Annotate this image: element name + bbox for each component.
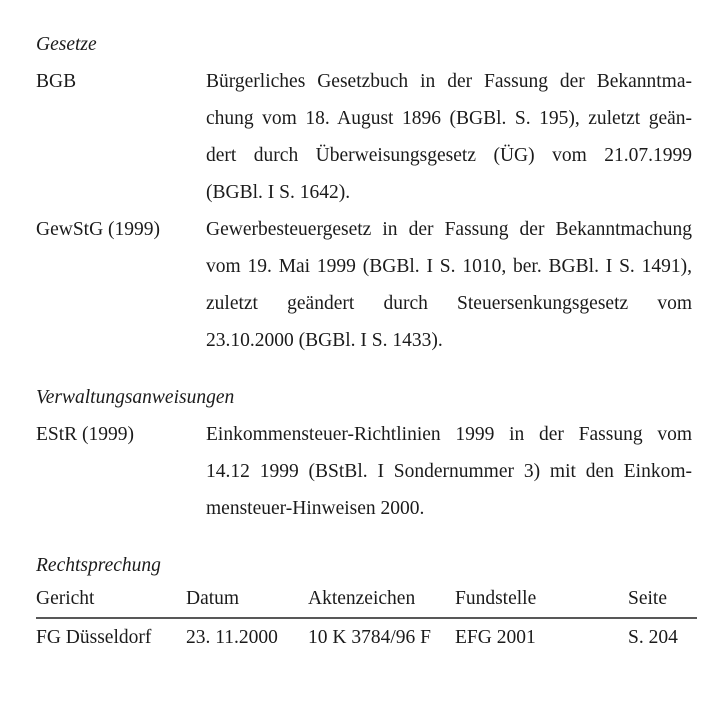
entry-label: BGB [36, 71, 77, 92]
entry-label: EStR (1999) [36, 424, 135, 445]
entry-description-line: Gewerbesteuergesetz in der Fassung der B… [206, 219, 692, 240]
entry-description-line: Einkommensteuer-Richtlinien 1999 in der … [206, 424, 692, 445]
table-cell: 10 K 3784/96 F [308, 627, 431, 648]
entry-description-line: zuletzt geändert durch Steuersenkungsges… [206, 293, 692, 314]
table-column-header: Datum [186, 584, 308, 619]
entry-description-line: 23.10.2000 (BGBl. I S. 1433). [206, 330, 443, 351]
entry-description-line: dert durch Überweisungsgesetz (ÜG) vom 2… [206, 145, 692, 166]
table-column-header: Seite [628, 584, 697, 619]
table-cell: 23. 11.2000 [186, 627, 278, 648]
table-column-header: Fundstelle [455, 584, 628, 619]
entry-description: Einkommensteuer-Richtlinien 1999 in der … [206, 416, 692, 527]
entry-description-line: mensteuer-Hinweisen 2000. [206, 498, 425, 519]
entry-label: GewStG (1999) [36, 219, 161, 240]
abbreviation-sections: Gesetze BGB Bürgerliches Gesetzbuch in der… [36, 26, 697, 527]
table-body: FG Düsseldorf 23. 11.2000 10 K 3784/96 F EF… [36, 618, 697, 649]
table-cell: FG Düsseldorf [36, 627, 152, 648]
entry-description-line: Bürgerliches Gesetzbuch in der Fassung d… [206, 71, 692, 92]
table-column-header: Gericht [36, 584, 186, 619]
entry-description-line: 14.12 1999 (BStBl. I Sondernummer 3) mit… [206, 461, 692, 482]
entry: BGB Bürgerliches Gesetzbuch in der Fassun… [36, 63, 697, 211]
case-law-heading: Rechtsprechung [36, 555, 161, 576]
entry: GewStG (1999) Gewerbesteuergesetz in der … [36, 211, 697, 359]
entry-description: Bürgerliches Gesetzbuch in der Fassung d… [206, 63, 692, 211]
table-cell: S. 204 [628, 627, 678, 648]
entry-description-line: (BGBl. I S. 1642). [206, 182, 351, 203]
section: Verwaltungsanweisungen EStR (1999) Einkomm… [36, 379, 697, 527]
entry-description: Gewerbesteuergesetz in der Fassung der B… [206, 211, 692, 359]
table-row: FG Düsseldorf 23. 11.2000 10 K 3784/96 F EF… [36, 618, 697, 649]
entry-description-line: chung vom 18. August 1896 (BGBl. S. 195)… [206, 108, 692, 129]
table-cell: EFG 2001 [455, 627, 536, 648]
section-heading: Verwaltungsanweisungen [36, 387, 235, 408]
table-column-header: Aktenzeichen [308, 584, 455, 619]
case-law-section: Rechtsprechung Gericht Datum Aktenzeichen F… [36, 547, 697, 649]
case-law-table: Gericht Datum Aktenzeichen Fundstelle Seite … [36, 584, 697, 649]
entry: EStR (1999) Einkommensteuer-Richtlinien 1… [36, 416, 697, 527]
table-header-row: Gericht Datum Aktenzeichen Fundstelle Seite [36, 584, 697, 619]
section-heading: Gesetze [36, 34, 97, 55]
section: Gesetze BGB Bürgerliches Gesetzbuch in der… [36, 26, 697, 359]
entry-description-line: vom 19. Mai 1999 (BGBl. I S. 1010, ber. … [206, 256, 692, 277]
